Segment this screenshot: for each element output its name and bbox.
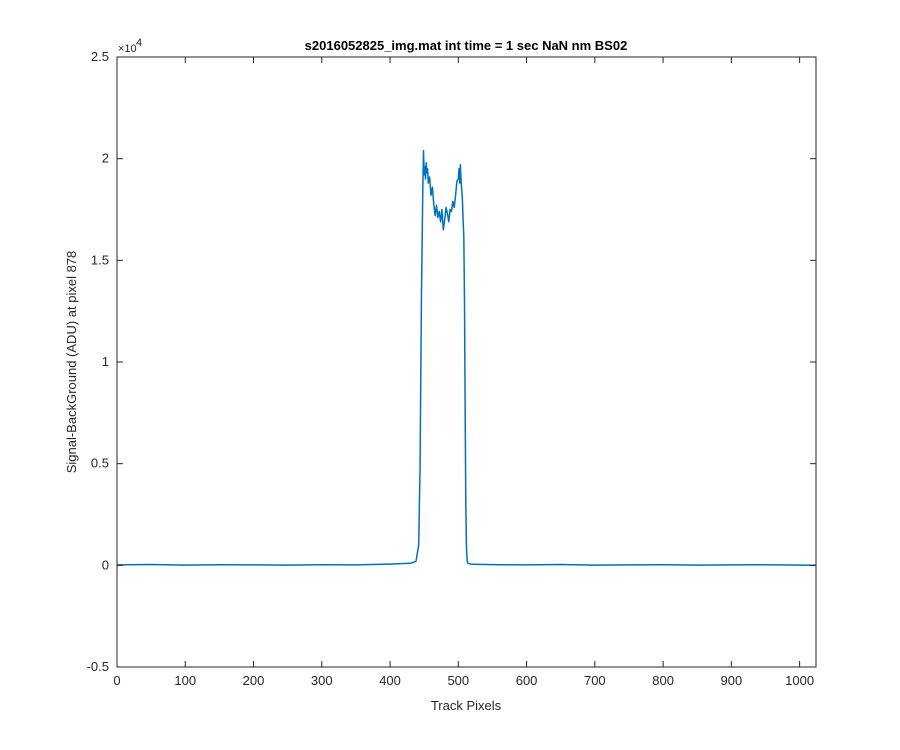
x-axis-label: Track Pixels	[431, 698, 502, 713]
x-tick-label: 500	[447, 673, 469, 688]
y-axis-label: Signal-BackGround (ADU) at pixel 878	[64, 251, 79, 474]
chart-title: s2016052825_img.mat int time = 1 sec NaN…	[305, 38, 628, 53]
y-tick-label: 0.5	[91, 456, 109, 471]
y-tick-label: 2.5	[91, 49, 109, 64]
x-tick-label: 1000	[785, 673, 814, 688]
series-line	[116, 149, 817, 567]
x-tick-label: 700	[584, 673, 606, 688]
plot-content	[116, 149, 817, 567]
x-tick-label: 200	[243, 673, 265, 688]
y-axis: -0.5 0 0.5 1 1.5 2 2.5	[87, 49, 816, 674]
y-exponent-power: 4	[136, 37, 142, 49]
x-axis: 0 100 200 300 400 500 600 700 800 900 1000	[113, 57, 814, 688]
y-tick-label: 2	[102, 151, 109, 166]
y-exponent-base: ×10	[118, 43, 137, 55]
y-tick-label: -0.5	[87, 659, 109, 674]
x-tick-label: 0	[113, 673, 120, 688]
y-tick-label: 1	[102, 354, 109, 369]
x-tick-label: 800	[652, 673, 674, 688]
y-tick-label: 1.5	[91, 252, 109, 267]
y-tick-label: 0	[102, 557, 109, 572]
x-tick-label: 600	[516, 673, 538, 688]
x-tick-label: 100	[174, 673, 196, 688]
axes-box	[116, 56, 817, 668]
x-tick-label: 400	[379, 673, 401, 688]
x-tick-label: 300	[311, 673, 333, 688]
x-tick-label: 900	[721, 673, 743, 688]
